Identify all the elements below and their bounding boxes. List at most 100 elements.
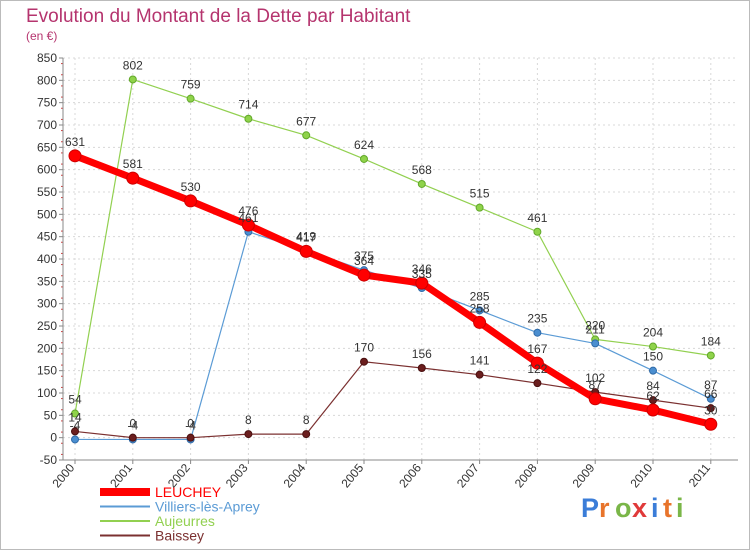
data-point [475,203,484,212]
data-label: 417 [296,230,316,244]
data-label: 30 [704,403,718,417]
data-point [360,154,368,163]
data-point [704,417,718,431]
series-line [74,78,712,415]
logo-letter: i [676,493,685,523]
data-point [649,342,657,351]
y-tick-label: 400 [37,252,57,266]
data-label: 156 [412,347,432,361]
data-label: 0 [129,417,136,431]
data-point [244,430,253,439]
data-label: -4 [127,418,138,432]
data-labels: 631 581 530 476 417 364 346 258 167 87 62 30 -4 -4 -4 4… [65,58,721,432]
data-point [357,268,371,282]
data-label: 515 [470,187,490,201]
data-point [244,114,253,123]
data-point [530,356,544,370]
data-point [588,392,602,406]
data-label: 66 [704,387,718,401]
data-point [186,94,195,103]
legend-label: Aujeurres [155,513,215,529]
data-label: 624 [354,138,374,152]
chart-subtitle: (en €) [26,29,57,43]
data-point [299,244,313,258]
proxiti-logo: Pr o x i t i [581,493,685,523]
y-tick-label: 350 [37,274,57,288]
y-tick-label: 450 [37,230,57,244]
data-label: 235 [527,312,547,326]
data-point [533,379,542,388]
y-tick-label: 550 [37,185,57,199]
data-point [302,430,311,439]
data-label: 184 [701,334,721,348]
legend: LEUCHEYVilliers-lès-ApreyAujeurresBaisse… [100,484,260,544]
logo-letter: o [615,493,633,523]
series-line [71,152,715,428]
data-point [241,218,255,232]
data-point [591,339,600,348]
logo-letter: x [632,493,648,523]
data-label: 476 [238,204,258,218]
data-label: 84 [646,379,660,393]
data-label: 258 [470,301,490,315]
data-label: 461 [238,211,258,225]
series-baissey [71,357,715,442]
data-point [646,403,660,417]
data-point [71,427,79,436]
data-label: 87 [704,378,718,392]
data-label: 87 [589,378,603,392]
y-tick-label: 50 [44,408,58,422]
data-label: 461 [527,211,547,225]
data-label: 122 [527,362,547,376]
logo-letter: t [663,493,673,523]
y-tick-label: 500 [37,207,57,221]
data-label: 346 [412,262,432,276]
chart-title: Evolution du Montant de la Dette par Hab… [26,6,411,27]
gridlines [63,57,738,461]
data-label: 54 [68,393,82,407]
data-point [475,370,484,379]
data-label: 677 [296,114,316,128]
data-label: 802 [123,58,143,72]
y-tick-label: 800 [37,73,57,87]
data-label: 714 [238,98,258,112]
data-label: 220 [585,318,605,332]
data-point [186,433,195,442]
y-tick-label: 250 [37,319,57,333]
data-point [706,394,715,403]
data-label: 375 [354,249,374,263]
data-point [68,149,82,163]
y-tick-label: 700 [37,118,57,132]
data-label: 167 [527,342,547,356]
data-point [128,75,137,84]
data-point [533,227,542,236]
y-tick-label: 0 [50,431,57,445]
logo-letter: r [599,493,611,523]
data-label: 62 [646,389,660,403]
y-tick-label: 600 [37,163,57,177]
legend-label: Baissey [155,528,204,544]
data-label: 8 [303,413,310,427]
data-point [475,306,484,315]
data-label: 631 [65,135,85,149]
data-point [302,131,311,140]
data-label: 150 [643,350,663,364]
data-point [126,171,140,185]
data-label: 581 [123,157,143,171]
data-point [649,366,657,375]
data-label: -4 [70,418,81,432]
data-point [71,409,79,418]
legend-label: LEUCHEY [155,484,222,500]
data-point [706,351,715,360]
data-label: 530 [181,180,201,194]
y-tick-label: 300 [37,297,57,311]
y-tick-label: 750 [37,96,57,110]
data-label: -4 [185,418,196,432]
data-point [473,315,487,329]
data-point [533,328,542,337]
data-label: 8 [245,413,252,427]
logo-letter: i [651,493,660,523]
data-point [184,194,198,208]
